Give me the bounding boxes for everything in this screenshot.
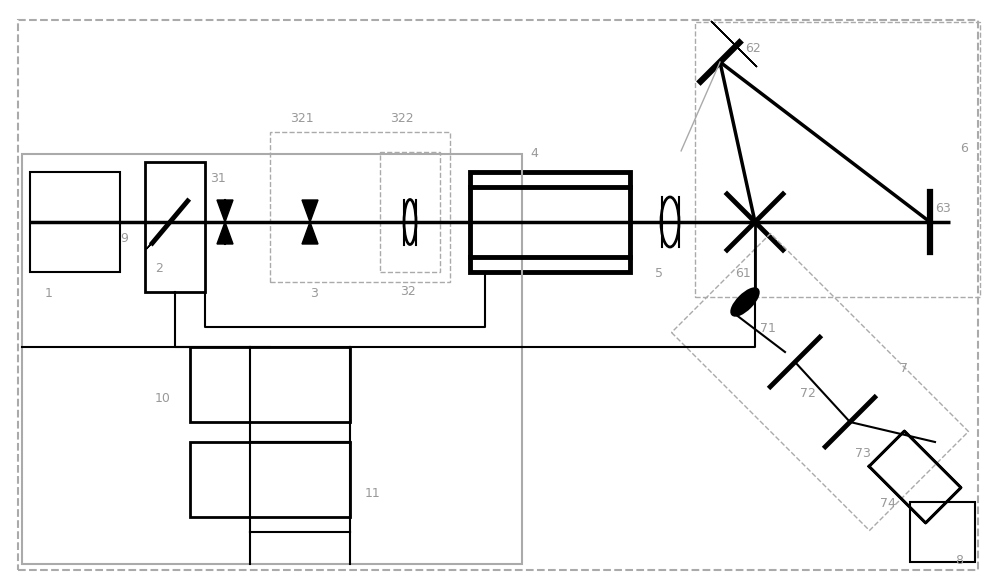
Polygon shape (302, 200, 318, 222)
Text: 74: 74 (880, 497, 896, 510)
Text: 321: 321 (290, 112, 314, 125)
Bar (145, 162, 205, 292)
Bar (380, 152, 440, 272)
Text: 3: 3 (310, 287, 318, 300)
Polygon shape (302, 222, 318, 244)
Text: 322: 322 (390, 112, 414, 125)
Ellipse shape (661, 197, 679, 247)
Ellipse shape (404, 200, 416, 244)
Text: 73: 73 (855, 447, 871, 460)
Polygon shape (217, 200, 233, 222)
Bar (190, 347, 350, 422)
Text: 7: 7 (900, 362, 908, 375)
Text: 10: 10 (155, 392, 171, 405)
Bar (695, 22, 980, 297)
Text: 72: 72 (800, 387, 816, 400)
Text: 31: 31 (210, 172, 226, 185)
Text: 11: 11 (365, 487, 381, 500)
Text: 61: 61 (735, 267, 751, 280)
Bar (470, 172, 630, 272)
Text: 71: 71 (760, 322, 776, 335)
Bar (910, 502, 975, 562)
Text: 2: 2 (155, 262, 163, 275)
Text: 4: 4 (530, 147, 538, 160)
Text: 9: 9 (120, 232, 128, 245)
Bar (22, 154, 522, 564)
Text: 8: 8 (955, 554, 963, 567)
Ellipse shape (732, 289, 758, 315)
Polygon shape (217, 222, 233, 244)
Polygon shape (146, 201, 188, 249)
Text: 1: 1 (45, 287, 53, 300)
Text: 6: 6 (960, 142, 968, 155)
Text: 62: 62 (745, 42, 761, 55)
Bar (190, 442, 350, 517)
Polygon shape (869, 431, 961, 523)
Text: 32: 32 (400, 285, 416, 298)
Bar (270, 132, 450, 282)
Bar (30, 172, 120, 272)
Polygon shape (711, 21, 757, 67)
Text: 63: 63 (935, 202, 951, 215)
Text: 5: 5 (655, 267, 663, 280)
